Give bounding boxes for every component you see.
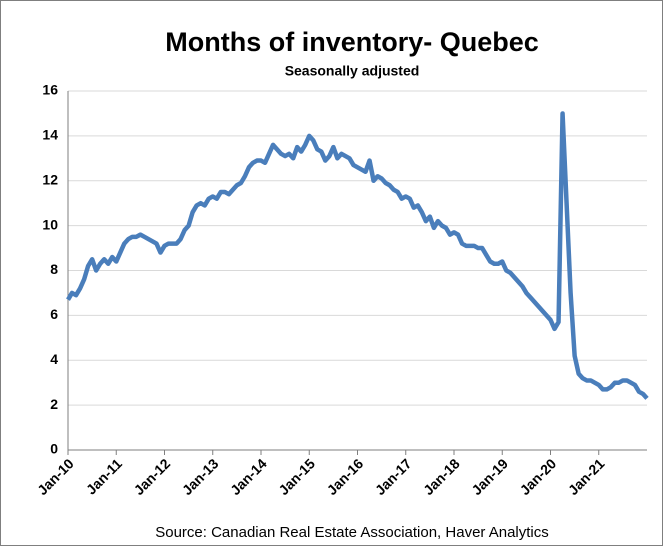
y-tick-label: 12 bbox=[42, 171, 58, 187]
y-tick-label: 0 bbox=[50, 441, 58, 457]
chart-title: Months of inventory- Quebec bbox=[165, 27, 539, 57]
chart-subtitle: Seasonally adjusted bbox=[285, 63, 420, 79]
data-line bbox=[66, 111, 649, 400]
y-tick-label: 4 bbox=[50, 351, 58, 367]
y-tick-label: 2 bbox=[50, 396, 58, 412]
y-tick-label: 6 bbox=[50, 306, 58, 322]
y-tick-label: 14 bbox=[42, 127, 58, 143]
y-tick-label: 16 bbox=[42, 82, 58, 98]
y-tick-label: 8 bbox=[50, 261, 58, 277]
y-tick-label: 10 bbox=[42, 216, 58, 232]
source-note: Source: Canadian Real Estate Association… bbox=[155, 524, 549, 541]
